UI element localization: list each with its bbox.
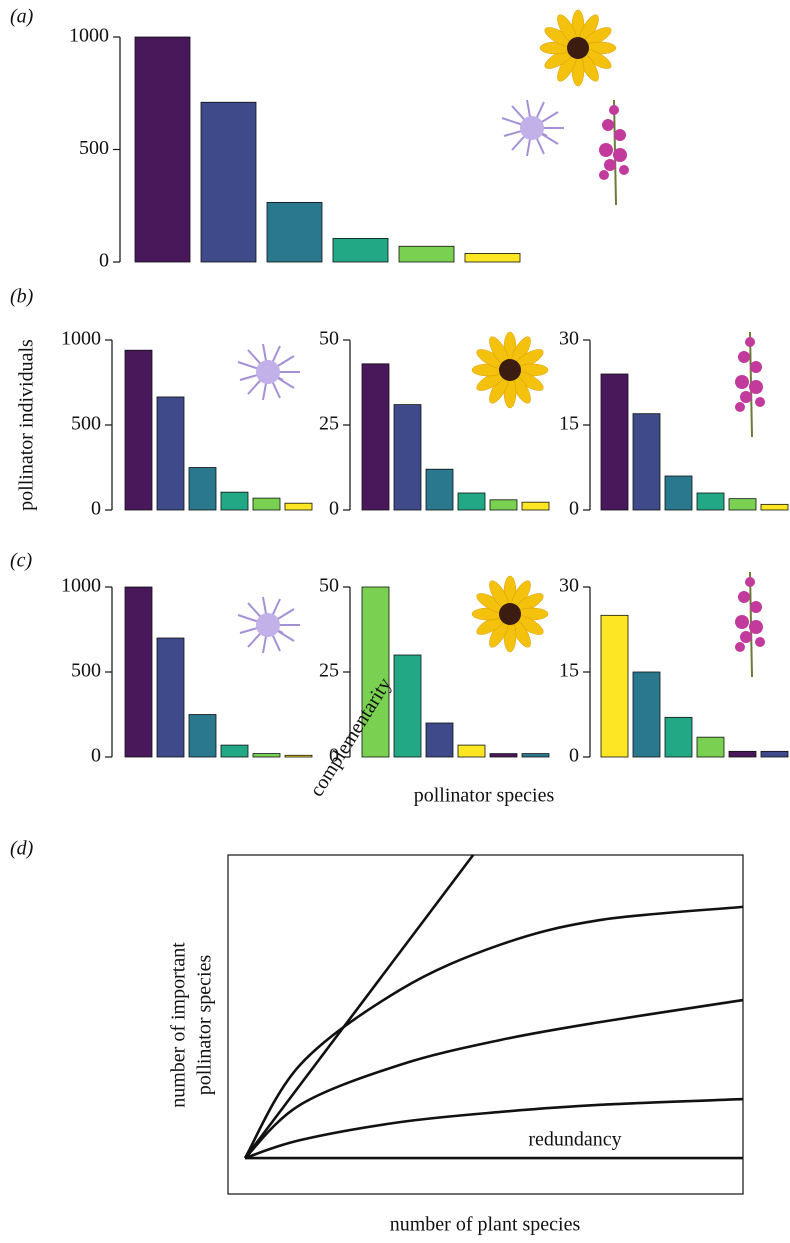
y-tick-label: 0 xyxy=(91,498,101,520)
y-tick-label: 1000 xyxy=(69,25,109,47)
y-tick-label: 15 xyxy=(559,413,579,435)
x-axis-label: number of plant species xyxy=(390,1214,581,1236)
bar xyxy=(284,502,313,511)
bar xyxy=(489,499,518,511)
panel-label: (a) xyxy=(10,6,34,28)
bar xyxy=(124,349,153,511)
y-tick-label: 50 xyxy=(319,575,339,597)
y-tick-label: 0 xyxy=(99,250,109,272)
flower-image xyxy=(471,575,549,653)
line xyxy=(243,905,744,1159)
y-tick-label: 500 xyxy=(71,413,101,435)
bar xyxy=(200,101,257,263)
flower-image xyxy=(237,343,301,401)
bar xyxy=(156,637,185,758)
y-tick-label: 500 xyxy=(71,660,101,682)
flower-image xyxy=(734,331,766,438)
x-axis-label: pollinator species xyxy=(414,785,555,807)
bar xyxy=(332,237,389,263)
y-tick-label: 50 xyxy=(319,328,339,350)
y-axis-label: number of important xyxy=(168,942,190,1108)
flower-image xyxy=(734,571,766,678)
bar xyxy=(425,722,454,758)
bar xyxy=(728,498,757,511)
bar xyxy=(361,586,390,758)
bar xyxy=(188,714,217,758)
y-tick-label: 1000 xyxy=(61,328,101,350)
bar xyxy=(632,413,661,511)
bar xyxy=(393,404,422,511)
line xyxy=(244,1097,744,1160)
bar xyxy=(252,497,281,511)
flower-image xyxy=(598,99,630,206)
bar xyxy=(284,754,313,758)
flower-image xyxy=(471,331,549,409)
bar xyxy=(489,753,518,758)
flower-image xyxy=(237,596,301,654)
bar xyxy=(464,253,521,263)
bar xyxy=(425,468,454,511)
flower-image xyxy=(539,9,617,87)
bar xyxy=(696,492,725,511)
bar xyxy=(521,501,550,511)
y-tick-label: 15 xyxy=(559,660,579,682)
line xyxy=(244,998,744,1160)
bar xyxy=(156,396,185,511)
y-tick-label: 0 xyxy=(569,745,579,767)
y-tick-label: 30 xyxy=(559,328,579,350)
flower-image xyxy=(501,99,565,157)
bar xyxy=(457,492,486,511)
bar xyxy=(664,716,693,758)
y-tick-label: 30 xyxy=(559,575,579,597)
bar xyxy=(393,654,422,758)
bar xyxy=(728,750,757,758)
bar xyxy=(220,491,249,511)
bar xyxy=(252,753,281,758)
bar xyxy=(600,614,629,758)
y-tick-label: 25 xyxy=(319,660,339,682)
panel-label: (b) xyxy=(10,286,34,308)
y-axis-label: pollinator individuals xyxy=(16,339,38,511)
bar xyxy=(632,671,661,758)
y-tick-label: 0 xyxy=(329,498,339,520)
bar xyxy=(600,373,629,511)
bar xyxy=(664,475,693,511)
bar xyxy=(398,245,455,263)
bar xyxy=(134,36,191,263)
y-tick-label: 0 xyxy=(91,745,101,767)
bar xyxy=(760,750,789,758)
y-tick-label: 0 xyxy=(569,498,579,520)
bar xyxy=(361,363,390,511)
y-tick-label: 1000 xyxy=(61,575,101,597)
y-tick-label: 25 xyxy=(319,413,339,435)
bar xyxy=(457,744,486,758)
line xyxy=(243,854,475,1159)
bar xyxy=(220,744,249,758)
bar xyxy=(124,586,153,758)
plot-frame xyxy=(227,854,744,1195)
y-tick-label: 0 xyxy=(329,745,339,767)
y-tick-label: 500 xyxy=(79,137,109,159)
bar xyxy=(760,503,789,511)
bar xyxy=(521,753,550,758)
panel-label: (c) xyxy=(10,550,33,572)
bar xyxy=(266,201,323,263)
panel-label: (d) xyxy=(10,838,34,860)
bar xyxy=(696,736,725,758)
y-axis-label: pollinator species xyxy=(194,955,216,1096)
annotation: redundancy xyxy=(528,1129,621,1151)
bar xyxy=(188,467,217,511)
